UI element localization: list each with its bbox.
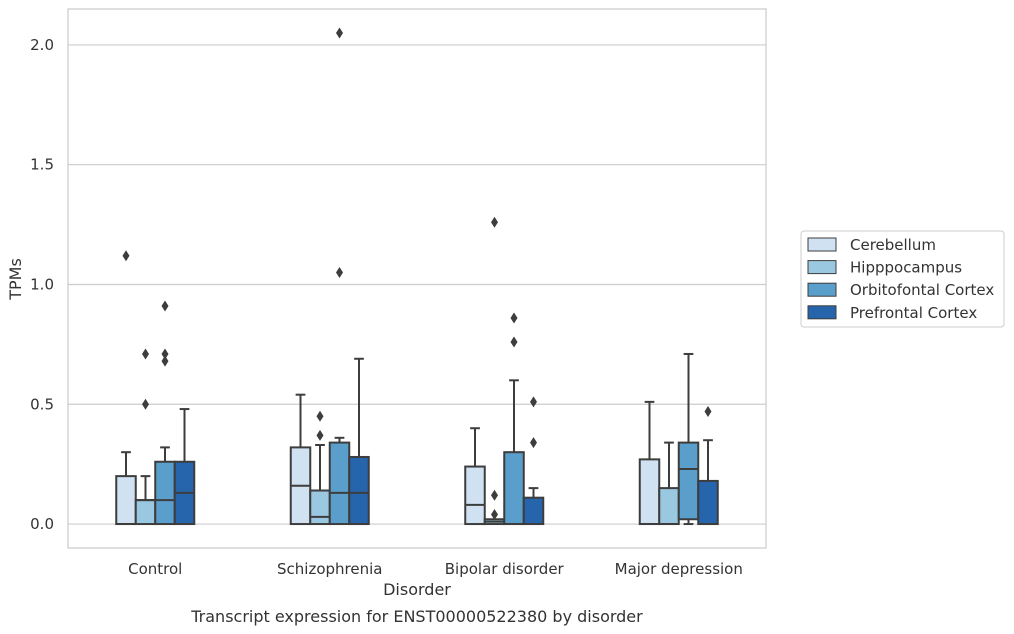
gridlines [68,44,766,525]
legend-label: Cerebellum [850,236,936,254]
x-tick-labels: Control Schizophrenia Bipolar disorder Majo… [128,560,743,578]
box-hipppocampus [483,216,506,526]
box-cerebellum [289,393,312,526]
legend-label: Prefrontal Cortex [850,304,977,322]
legend-swatch [807,237,837,252]
box-orbitofontal-cortex [503,312,525,526]
x-tick-label: Bipolar disorder [445,560,565,578]
legend-label: Orbitofontal Cortex [850,281,994,299]
box-prefrontal-cortex [348,357,370,526]
outlier-point [122,250,130,262]
legend-swatch [807,305,837,320]
chart-caption: Transcript expression for ENST0000052238… [190,607,643,626]
box-iqr [464,465,486,526]
y-tick-label: 0.0 [30,515,54,533]
outlier-point [530,437,537,449]
legend-frame [800,230,1005,328]
box-iqr [134,499,157,526]
box-orbitofontal-cortex [677,352,700,526]
box-cerebellum [115,250,137,526]
box-hipppocampus [134,348,157,526]
outlier-point [316,429,324,441]
box-cerebellum [464,427,486,526]
x-tick-label: Control [128,560,182,578]
box-prefrontal-cortex [173,408,196,526]
x-axis-title: Disorder [383,580,451,599]
y-axis-title: TPMs [6,258,25,301]
box-iqr [522,496,545,526]
box-iqr [154,460,176,526]
outlier-point [510,336,518,348]
legend: Cerebellum Hipppocampus Orbitofontal Corte… [800,230,1005,328]
box-cerebellum [638,400,661,526]
plot-frame [67,8,767,549]
box-orbitofontal-cortex [328,27,351,526]
legend-label: Hipppocampus [850,259,962,277]
y-tick-label: 1.5 [30,156,54,174]
box-prefrontal-cortex [522,396,545,526]
box-prefrontal-cortex [697,405,719,526]
y-tick-labels: 0.0 0.5 1.0 1.5 2.0 [30,36,54,533]
outlier-point [510,312,518,324]
outlier-point [161,355,169,367]
x-tick-label: Major depression [615,560,743,578]
outlier-point [142,348,149,360]
box-hipppocampus [309,410,331,526]
outlier-point [161,348,169,360]
outlier-point [530,396,537,408]
outlier-point [316,410,324,422]
box-iqr [503,451,525,526]
box-layer [115,27,719,526]
outlier-point [491,216,498,228]
x-tick-label: Schizophrenia [277,560,382,578]
box-iqr [638,458,661,526]
outlier-point [336,27,343,39]
box-iqr [677,441,700,521]
outlier-point [161,300,169,312]
box-iqr [115,475,137,526]
outlier-point [336,267,343,279]
outlier-point [704,405,712,417]
box-hipppocampus [658,441,680,526]
y-tick-label: 1.0 [30,275,54,293]
box-iqr [697,479,719,526]
legend-swatch [807,282,837,297]
outlier-point [491,508,498,520]
box-orbitofontal-cortex [154,300,176,526]
box-iqr [658,487,680,526]
box-iqr [348,455,370,526]
y-tick-label: 0.5 [30,395,54,413]
outlier-point [491,489,498,501]
box-iqr [328,441,351,526]
box-iqr [309,489,331,526]
outlier-point [142,398,149,410]
y-tick-label: 2.0 [30,36,54,54]
legend-swatch [807,260,837,275]
